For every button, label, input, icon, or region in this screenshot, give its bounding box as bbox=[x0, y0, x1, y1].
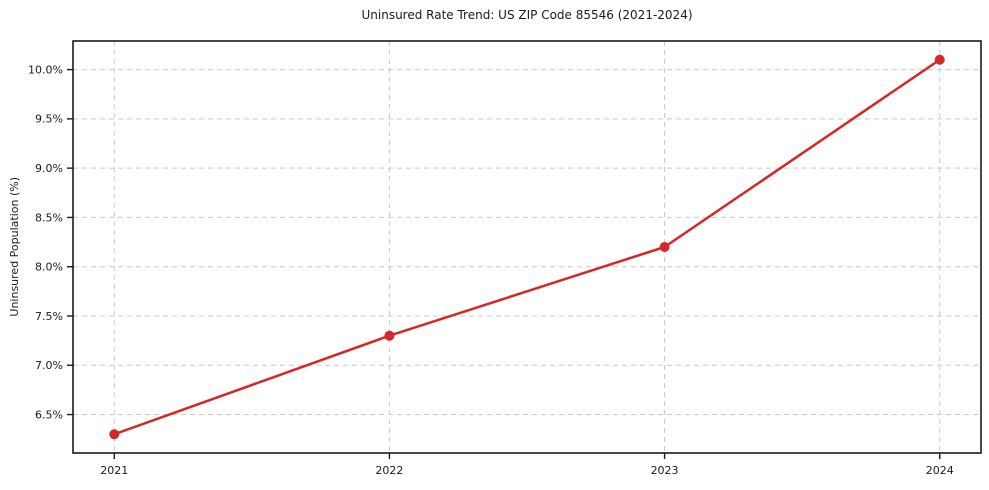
trend-line bbox=[113, 58, 941, 436]
y-tick-label: 8.5% bbox=[35, 211, 63, 224]
data-point-2024 bbox=[934, 54, 945, 65]
x-tick-label: 2023 bbox=[651, 464, 679, 477]
x-tick-label: 2022 bbox=[375, 464, 403, 477]
data-point-2021 bbox=[109, 429, 120, 440]
y-tick-label: 9.5% bbox=[35, 113, 63, 126]
y-tick-label: 8.0% bbox=[35, 261, 63, 274]
y-tick-label: 10.0% bbox=[28, 63, 63, 76]
data-point-2023 bbox=[659, 242, 670, 252]
y-tick-label: 9.0% bbox=[35, 162, 63, 175]
x-tick-label: 2021 bbox=[100, 464, 128, 477]
chart-title: Uninsured Rate Trend: US ZIP Code 85546 … bbox=[361, 8, 693, 22]
y-tick-label: 7.0% bbox=[35, 359, 63, 372]
y-tick-label: 7.5% bbox=[35, 310, 63, 323]
data-point-2022 bbox=[384, 330, 395, 341]
x-tick-label: 2024 bbox=[926, 464, 954, 477]
y-tick-label: 6.5% bbox=[35, 408, 63, 421]
plot-border bbox=[72, 40, 982, 454]
